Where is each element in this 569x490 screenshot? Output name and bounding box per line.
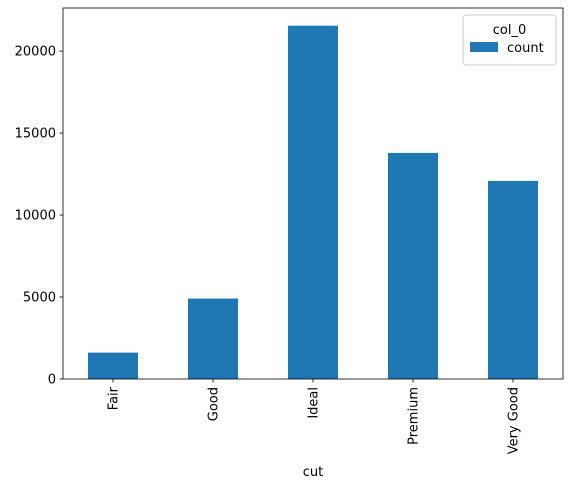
- x-tick-label: Ideal: [307, 387, 322, 419]
- bars-group: [88, 25, 538, 379]
- legend-swatch: [470, 42, 498, 52]
- x-axis-label: cut: [303, 465, 323, 480]
- bar-good: [188, 298, 238, 379]
- bar-very-good: [488, 180, 538, 379]
- legend: col_0 count: [462, 14, 557, 66]
- y-tick-label: 0: [48, 373, 56, 388]
- y-tick-label: 5000: [23, 291, 56, 306]
- x-tick-label: Very Good: [507, 387, 522, 454]
- legend-title: col_0: [493, 23, 526, 38]
- y-tick-label: 10000: [15, 209, 56, 224]
- y-tick-label: 15000: [15, 127, 56, 142]
- legend-box: [462, 14, 557, 66]
- x-tick-label: Good: [207, 387, 222, 421]
- y-axis: 0 5000 10000 15000 20000: [15, 45, 63, 388]
- legend-label: count: [507, 41, 544, 56]
- bar-ideal: [288, 25, 338, 379]
- y-tick-label: 20000: [15, 45, 56, 60]
- x-axis: Fair Good Ideal Premium Very Good: [107, 379, 522, 454]
- x-tick-label: Fair: [107, 386, 122, 410]
- x-tick-label: Premium: [407, 387, 422, 445]
- bar-fair: [88, 352, 138, 379]
- plot-frame: [62, 7, 564, 380]
- bar-premium: [388, 152, 438, 379]
